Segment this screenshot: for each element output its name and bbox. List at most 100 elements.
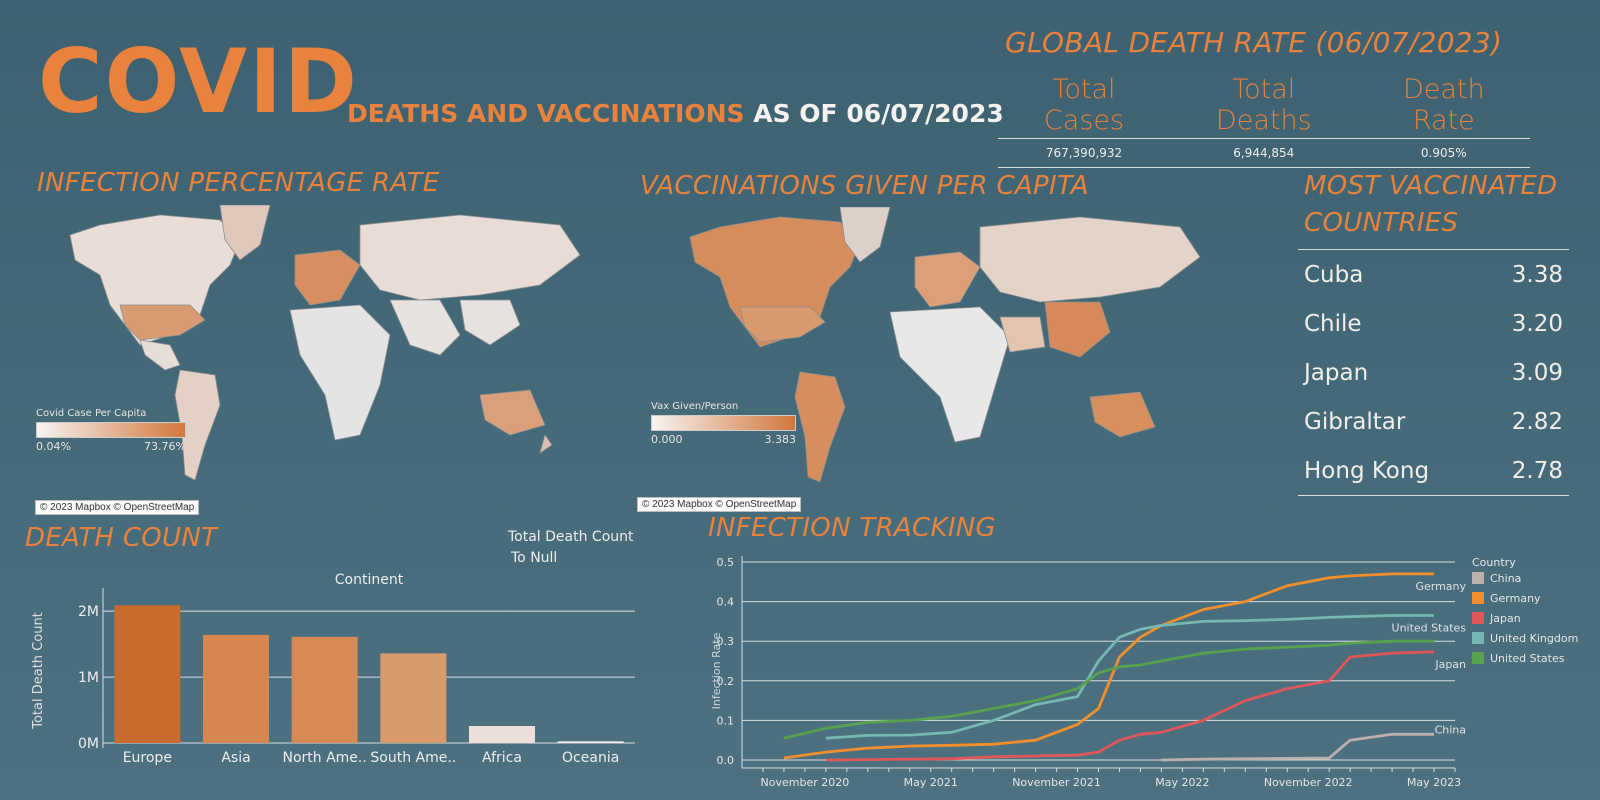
line-x-tick-label: November 2022 [1264,776,1353,789]
vax-value: 3.20 [1511,310,1563,337]
infection-legend-title: Covid Case Per Capita [36,408,147,419]
bar [114,605,181,743]
vax-legend-gradient [651,415,796,431]
death-count-title: DEATH COUNT [25,523,218,553]
bar [203,634,269,743]
most-vaccinated-title-line2: COUNTRIES [1304,208,1459,238]
most-vaccinated-title: MOST VACCINATED COUNTRIES [1304,168,1558,242]
line-end-label: Japan [1434,658,1466,671]
infection-tracking-line-chart[interactable]: 0.0 0.1 0.2 0.3 0.4 0.5 Infection Rate November… [700,550,1600,795]
subtitle-date: AS OF 06/07/2023 [753,99,1004,128]
death-legend-line1: Total Death Count [508,529,634,545]
death-count-bar-chart[interactable]: Continent 0M 1M 2M Total Death Count Europe As… [0,570,650,775]
bar [557,741,624,743]
line-y-axis-label: Infection Rate [710,632,723,709]
infection-legend: Covid Case Per Capita 0.04% 73.76% [36,408,186,453]
line-y-tick-label: 0.0 [717,754,735,767]
bar-y-tick-label: 1M [78,670,99,686]
line-legend-label: Japan [1489,612,1521,625]
kpi-header: Death Rate [1357,74,1530,139]
vax-row: Gibraltar 2.82 [1298,397,1569,446]
kpi-table: Total Cases Total Deaths Death Rate 767,… [998,74,1530,168]
vax-legend-min: 0.000 [651,433,683,446]
bar [469,725,535,743]
infection-legend-max: 73.76% [144,440,186,453]
line-legend-label: Germany [1490,592,1541,605]
vax-country: Chile [1304,310,1362,337]
bar-x-tick-label: South Ame.. [370,750,456,766]
line-end-label: China [1435,723,1466,736]
line-y-tick-label: 0.1 [717,714,735,727]
vax-value: 2.82 [1511,408,1563,435]
line-series-japan [825,650,1435,762]
vax-country: Hong Kong [1304,457,1430,484]
line-y-tick-label: 0.5 [717,556,735,569]
vax-legend-title: Vax Given/Person [651,401,739,412]
line-series-united-kingdom [825,614,1434,740]
dashboard-subtitle: DEATHS AND VACCINATIONS AS OF 06/07/2023 [347,99,1004,128]
bar-x-tick-label: Africa [482,750,522,766]
vax-value: 3.38 [1511,261,1563,288]
total-cases-value: 767,390,932 [998,138,1170,168]
vax-map-title: VACCINATIONS GIVEN PER CAPITA [640,171,1089,201]
line-legend-title: Country [1472,556,1516,569]
infection-map-attribution[interactable]: © 2023 Mapbox © OpenStreetMap [35,500,200,515]
kpi-title: GLOBAL DEATH RATE (06/07/2023) [1005,26,1503,59]
line-legend-swatch [1472,592,1484,604]
line-x-tick-label: May 2022 [1155,776,1209,789]
dashboard-title: COVID [38,30,359,133]
vax-row: Chile 3.20 [1298,299,1569,348]
line-end-label: United States [1392,621,1467,634]
bar-y-tick-label: 2M [78,604,99,620]
vax-row: Japan 3.09 [1298,348,1569,397]
line-y-tick-label: 0.4 [717,596,735,609]
line-legend-swatch [1472,652,1484,664]
vax-legend-max: 3.383 [764,433,797,446]
line-legend-swatch [1472,572,1484,584]
vax-row: Hong Kong 2.78 [1298,446,1569,495]
vax-row: Cuba 3.38 [1298,250,1569,299]
death-rate-value: 0.905% [1357,138,1530,168]
line-x-tick-label: May 2023 [1407,776,1461,789]
vax-map-attribution[interactable]: © 2023 Mapbox © OpenStreetMap [637,497,802,512]
line-x-tick-label: November 2021 [1012,776,1101,789]
bar-x-tick-label: Asia [221,750,250,766]
vax-map[interactable] [660,206,1220,490]
line-series-united-states [783,639,1434,740]
world-map-vax [689,206,1201,483]
world-map-infection [69,204,581,481]
line-end-label: Germany [1415,580,1466,593]
bar-y-tick-label: 0M [78,736,99,752]
vax-country: Gibraltar [1304,408,1406,435]
most-vaccinated-title-line1: MOST VACCINATED [1304,171,1558,201]
infection-legend-gradient [36,422,186,438]
line-x-tick-label: November 2020 [761,776,850,789]
line-series-germany [783,572,1434,760]
kpi-header: Total Deaths [1170,74,1358,139]
infection-tracking-title: INFECTION TRACKING [708,513,996,543]
line-y-tick-label: 0.3 [717,635,735,648]
line-legend-swatch [1472,632,1484,644]
death-count-legend[interactable]: Total Death Count To Null [508,527,634,569]
subtitle-orange: DEATHS AND VACCINATIONS [347,99,745,128]
line-x-tick-label: May 2021 [904,776,958,789]
infection-legend-min: 0.04% [36,440,71,453]
vax-legend: Vax Given/Person 0.000 3.383 [651,401,796,446]
bar [380,653,447,743]
line-legend-label: United States [1490,652,1565,665]
bar-x-tick-label: North Ame.. [282,750,366,766]
vax-value: 3.09 [1511,359,1563,386]
infection-map[interactable] [40,204,610,490]
line-series-china [1161,732,1434,762]
kpi-header: Total Cases [998,74,1170,139]
infection-map-title: INFECTION PERCENTAGE RATE [37,168,440,198]
vax-country: Japan [1304,359,1369,386]
line-y-tick-label: 0.2 [717,675,735,688]
bar-chart-title: Continent [335,572,404,588]
bar-x-tick-label: Oceania [562,750,619,766]
bar-y-axis-label: Total Death Count [31,612,46,730]
death-legend-line2: To Null [511,550,558,566]
line-legend-label: United Kingdom [1490,632,1578,645]
total-deaths-value: 6,944,854 [1170,138,1358,168]
bar-x-tick-label: Europe [123,750,172,766]
